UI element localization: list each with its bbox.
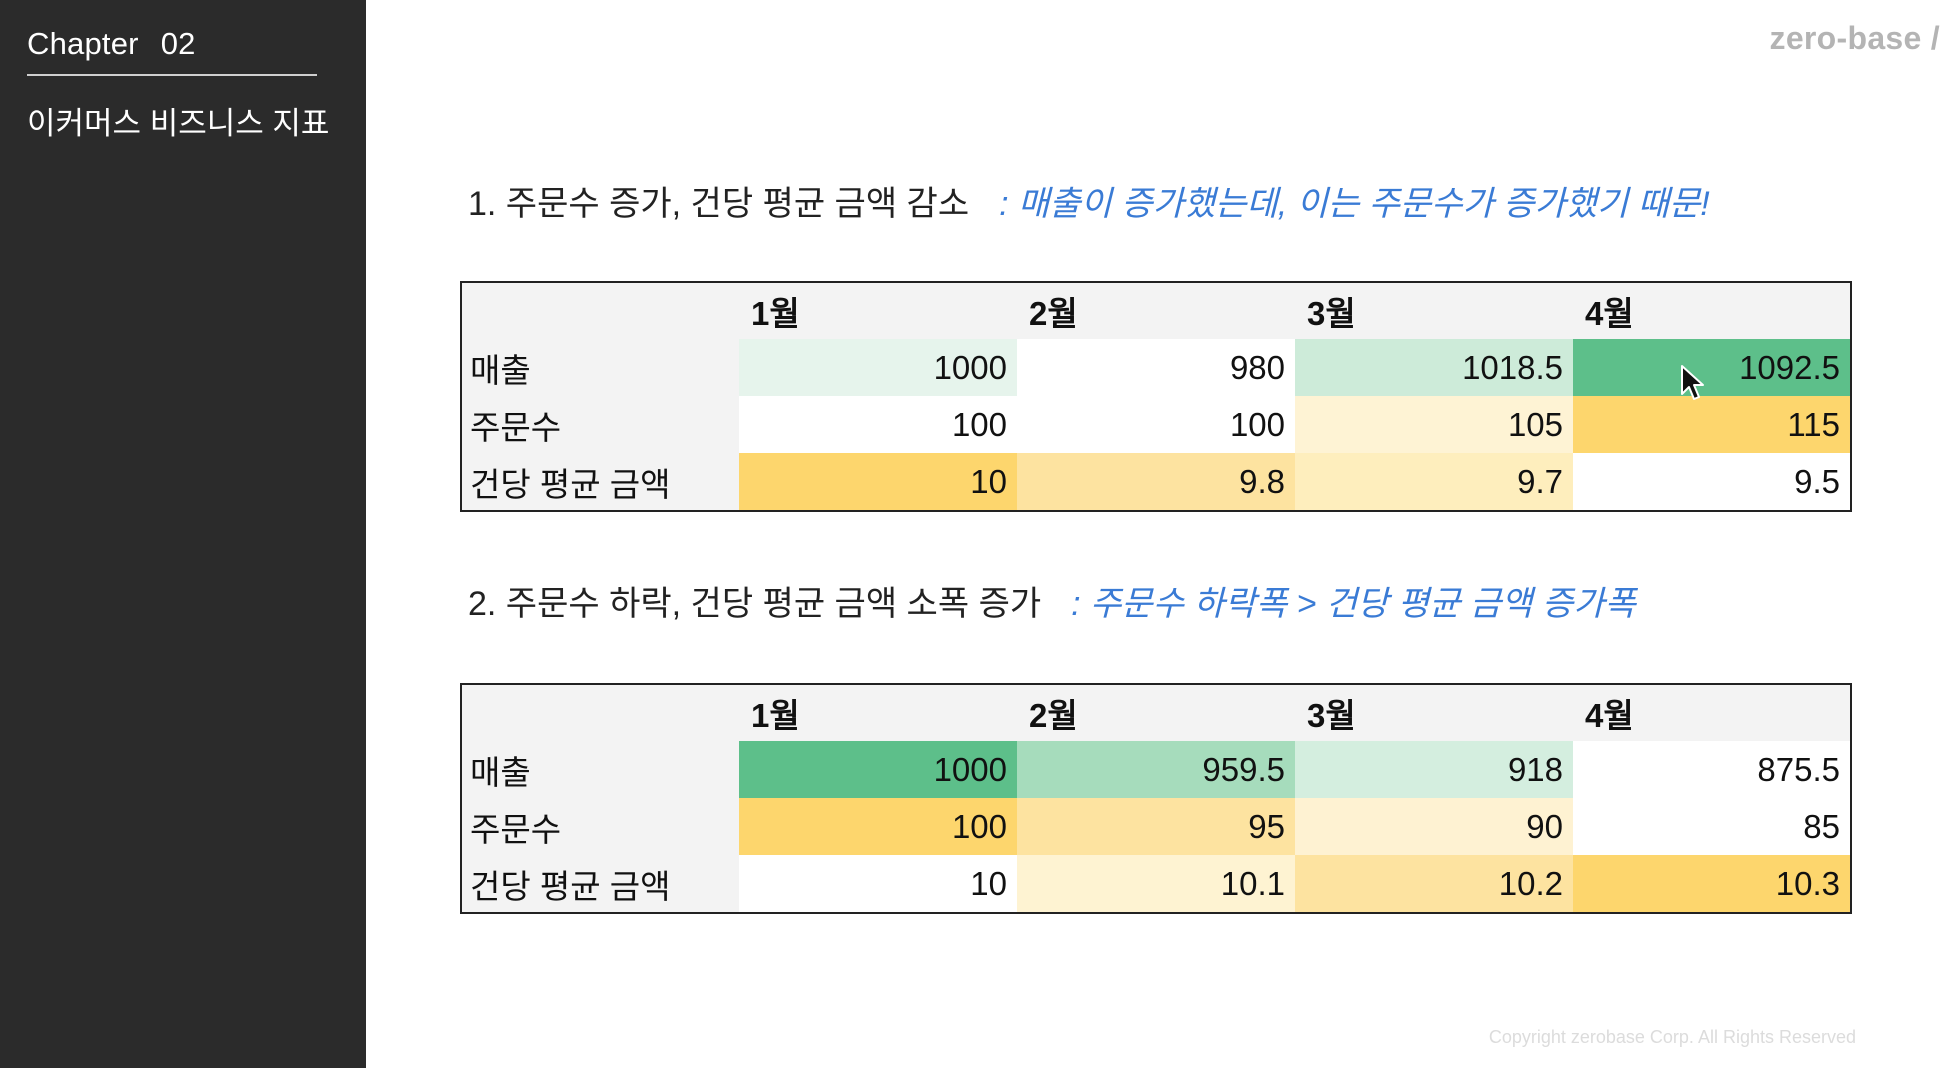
chapter-heading: Chapter 02 xyxy=(27,26,196,62)
month-header: 2월 xyxy=(1029,295,1078,332)
section-2-note: : 주문수 하락폭 > 건당 평균 금액 증가폭 xyxy=(1071,585,1636,623)
sidebar: Chapter 02 이커머스 비즈니스 지표 xyxy=(0,0,366,1068)
section-1-note: : 매출이 증가했는데, 이는 주문수가 증가했기 때문! xyxy=(999,185,1710,223)
section-1-title: 1. 주문수 증가, 건당 평균 금액 감소 xyxy=(468,185,970,223)
table-header-row: 1월 2월 3월 4월 xyxy=(461,282,1851,339)
section-2-title: 2. 주문수 하락, 건당 평균 금액 소폭 증가 xyxy=(468,585,1042,623)
month-header: 4월 xyxy=(1585,697,1634,734)
table-row: 주문수 100 100 105 115 xyxy=(461,396,1851,453)
table-cell: 1092.5 xyxy=(1573,339,1851,396)
chapter-number: 02 xyxy=(160,26,196,61)
table-cell: 100 xyxy=(739,798,1017,855)
table-cell: 10.3 xyxy=(1573,855,1851,913)
month-header: 2월 xyxy=(1029,697,1078,734)
section-1-heading: 1. 주문수 증가, 건당 평균 금액 감소 : 매출이 증가했는데, 이는 주문… xyxy=(468,176,1710,225)
table-header-row: 1월 2월 3월 4월 xyxy=(461,684,1851,741)
table-cell: 1000 xyxy=(739,741,1017,798)
table-cell: 90 xyxy=(1295,798,1573,855)
row-label: 매출 xyxy=(470,753,531,791)
table-cell: 10.2 xyxy=(1295,855,1573,913)
table-cell: 875.5 xyxy=(1573,741,1851,798)
table-cell: 105 xyxy=(1295,396,1573,453)
month-header: 3월 xyxy=(1307,295,1356,332)
table-cell: 980 xyxy=(1017,339,1295,396)
table-cell: 9.5 xyxy=(1573,453,1851,511)
table-cell: 115 xyxy=(1573,396,1851,453)
table-cell: 959.5 xyxy=(1017,741,1295,798)
table-cell: 95 xyxy=(1017,798,1295,855)
row-label: 주문수 xyxy=(470,810,562,848)
chapter-divider xyxy=(27,74,317,76)
metrics-table-2: 1월 2월 3월 4월 매출 1000 959.5 918 875.5 주문수 … xyxy=(460,683,1852,914)
table-cell: 100 xyxy=(1017,396,1295,453)
copyright-text: Copyright zerobase Corp. All Rights Rese… xyxy=(1488,1027,1856,1047)
table-cell: 1000 xyxy=(739,339,1017,396)
table-cell: 9.8 xyxy=(1017,453,1295,511)
table-cell: 918 xyxy=(1295,741,1573,798)
table-row: 건당 평균 금액 10 10.1 10.2 10.3 xyxy=(461,855,1851,913)
month-header: 1월 xyxy=(751,295,800,332)
month-header: 1월 xyxy=(751,697,800,734)
table-row: 건당 평균 금액 10 9.8 9.7 9.5 xyxy=(461,453,1851,511)
table-row: 주문수 100 95 90 85 xyxy=(461,798,1851,855)
table-cell: 10 xyxy=(739,453,1017,511)
table-cell: 9.7 xyxy=(1295,453,1573,511)
table-row: 매출 1000 980 1018.5 1092.5 xyxy=(461,339,1851,396)
row-label: 건당 평균 금액 xyxy=(470,867,671,905)
mouse-pointer-icon xyxy=(1681,365,1704,400)
month-header: 3월 xyxy=(1307,697,1356,734)
table-cell: 1018.5 xyxy=(1295,339,1573,396)
table-cell: 85 xyxy=(1573,798,1851,855)
table-cell: 100 xyxy=(739,396,1017,453)
table-cell: 10.1 xyxy=(1017,855,1295,913)
table-row: 매출 1000 959.5 918 875.5 xyxy=(461,741,1851,798)
table-corner-cell xyxy=(461,282,739,339)
row-label: 매출 xyxy=(470,351,531,389)
zero-base-logo: zero-base / xyxy=(1769,20,1940,56)
chapter-label: Chapter xyxy=(27,26,139,61)
chapter-subtitle: 이커머스 비즈니스 지표 xyxy=(27,106,330,141)
metrics-table-1: 1월 2월 3월 4월 매출 1000 980 1018.5 1092.5 주문… xyxy=(460,281,1852,512)
month-header: 4월 xyxy=(1585,295,1634,332)
table-corner-cell xyxy=(461,684,739,741)
row-label: 주문수 xyxy=(470,408,562,446)
table-cell: 10 xyxy=(739,855,1017,913)
row-label: 건당 평균 금액 xyxy=(470,465,671,503)
section-2-heading: 2. 주문수 하락, 건당 평균 금액 소폭 증가 : 주문수 하락폭 > 건당 … xyxy=(468,576,1636,625)
